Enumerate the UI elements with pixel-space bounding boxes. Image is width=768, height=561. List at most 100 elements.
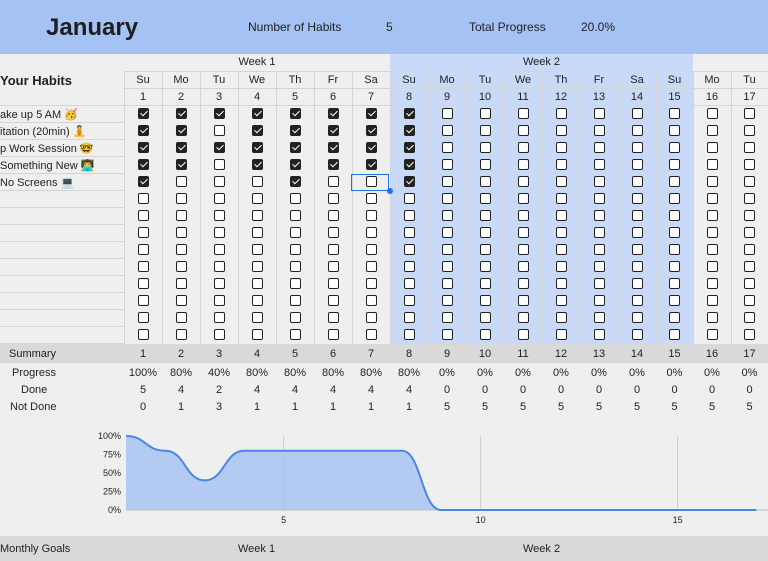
habit-checkbox[interactable]	[213, 108, 225, 119]
habit-checkbox[interactable]	[327, 210, 339, 221]
habit-checkbox[interactable]	[631, 193, 643, 204]
habit-checkbox[interactable]	[251, 159, 263, 170]
habit-checkbox[interactable]	[669, 125, 680, 136]
habit-checkbox[interactable]	[631, 142, 643, 153]
habit-checkbox[interactable]	[706, 125, 718, 136]
habit-checkbox[interactable]	[593, 261, 605, 272]
habit-checkbox[interactable]	[327, 108, 339, 119]
habit-checkbox[interactable]	[137, 159, 149, 170]
habit-checkbox[interactable]	[213, 227, 225, 238]
habit-checkbox[interactable]	[744, 159, 755, 170]
habit-checkbox[interactable]	[327, 142, 339, 153]
habit-checkbox[interactable]	[555, 329, 567, 340]
habit-checkbox[interactable]	[479, 244, 491, 255]
habit-checkbox[interactable]	[137, 261, 149, 272]
habit-checkbox[interactable]	[631, 312, 643, 323]
habit-checkbox[interactable]	[327, 261, 339, 272]
habit-checkbox[interactable]	[631, 278, 643, 289]
habit-checkbox[interactable]	[251, 261, 263, 272]
habit-checkbox[interactable]	[251, 108, 263, 119]
habit-checkbox[interactable]	[744, 295, 755, 306]
habit-checkbox[interactable]	[213, 278, 225, 289]
habit-checkbox[interactable]	[706, 210, 718, 221]
habit-checkbox[interactable]	[593, 125, 605, 136]
habit-checkbox[interactable]	[669, 176, 680, 187]
habit-checkbox[interactable]	[365, 227, 377, 238]
habit-checkbox[interactable]	[137, 278, 149, 289]
habit-checkbox[interactable]	[175, 142, 187, 153]
habit-checkbox[interactable]	[213, 312, 225, 323]
habit-checkbox[interactable]	[517, 176, 529, 187]
habit-checkbox[interactable]	[289, 142, 301, 153]
habit-checkbox[interactable]	[365, 125, 377, 136]
habit-checkbox[interactable]	[365, 176, 377, 187]
habit-checkbox[interactable]	[744, 329, 755, 340]
habit-checkbox[interactable]	[706, 244, 718, 255]
habit-checkbox[interactable]	[175, 176, 187, 187]
habit-checkbox[interactable]	[175, 108, 187, 119]
habit-checkbox[interactable]	[213, 176, 225, 187]
habit-checkbox[interactable]	[175, 159, 187, 170]
habit-checkbox[interactable]	[744, 125, 755, 136]
habit-checkbox[interactable]	[213, 142, 225, 153]
habit-checkbox[interactable]	[289, 312, 301, 323]
habit-checkbox[interactable]	[137, 295, 149, 306]
habit-checkbox[interactable]	[706, 193, 718, 204]
habit-checkbox[interactable]	[593, 108, 605, 119]
habit-checkbox[interactable]	[251, 295, 263, 306]
habit-checkbox[interactable]	[365, 159, 377, 170]
habit-checkbox[interactable]	[175, 278, 187, 289]
habit-checkbox[interactable]	[517, 193, 529, 204]
habit-checkbox[interactable]	[327, 125, 339, 136]
habit-checkbox[interactable]	[593, 244, 605, 255]
habit-checkbox[interactable]	[479, 176, 491, 187]
habit-checkbox[interactable]	[137, 142, 149, 153]
habit-checkbox[interactable]	[593, 176, 605, 187]
habit-checkbox[interactable]	[175, 244, 187, 255]
habit-checkbox[interactable]	[706, 142, 718, 153]
habit-checkbox[interactable]	[289, 278, 301, 289]
habit-checkbox[interactable]	[327, 193, 339, 204]
habit-checkbox[interactable]	[289, 210, 301, 221]
habit-checkbox[interactable]	[213, 244, 225, 255]
habit-checkbox[interactable]	[631, 176, 643, 187]
habit-checkbox[interactable]	[441, 261, 453, 272]
habit-checkbox[interactable]	[593, 227, 605, 238]
habit-checkbox[interactable]	[555, 125, 567, 136]
habit-checkbox[interactable]	[517, 159, 529, 170]
habit-checkbox[interactable]	[441, 176, 453, 187]
habit-checkbox[interactable]	[441, 193, 453, 204]
habit-checkbox[interactable]	[441, 312, 453, 323]
habit-checkbox[interactable]	[251, 312, 263, 323]
habit-checkbox[interactable]	[403, 244, 415, 255]
habit-checkbox[interactable]	[289, 329, 301, 340]
habit-checkbox[interactable]	[289, 176, 301, 187]
habit-checkbox[interactable]	[251, 125, 263, 136]
habit-checkbox[interactable]	[706, 278, 718, 289]
habit-checkbox[interactable]	[365, 261, 377, 272]
habit-checkbox[interactable]	[403, 261, 415, 272]
habit-checkbox[interactable]	[631, 244, 643, 255]
habit-checkbox[interactable]	[517, 108, 529, 119]
habit-checkbox[interactable]	[213, 295, 225, 306]
habit-checkbox[interactable]	[327, 159, 339, 170]
habit-checkbox[interactable]	[403, 125, 415, 136]
habit-checkbox[interactable]	[706, 312, 718, 323]
habit-checkbox[interactable]	[669, 261, 680, 272]
habit-checkbox[interactable]	[669, 295, 680, 306]
habit-checkbox[interactable]	[251, 329, 263, 340]
habit-checkbox[interactable]	[327, 295, 339, 306]
habit-checkbox[interactable]	[631, 261, 643, 272]
habit-checkbox[interactable]	[593, 193, 605, 204]
habit-checkbox[interactable]	[441, 125, 453, 136]
habit-checkbox[interactable]	[289, 159, 301, 170]
habit-checkbox[interactable]	[631, 329, 643, 340]
habit-checkbox[interactable]	[289, 193, 301, 204]
habit-checkbox[interactable]	[669, 227, 680, 238]
habit-checkbox[interactable]	[555, 176, 567, 187]
habit-checkbox[interactable]	[706, 329, 718, 340]
habit-checkbox[interactable]	[706, 295, 718, 306]
habit-checkbox[interactable]	[175, 125, 187, 136]
habit-checkbox[interactable]	[555, 108, 567, 119]
habit-checkbox[interactable]	[403, 159, 415, 170]
